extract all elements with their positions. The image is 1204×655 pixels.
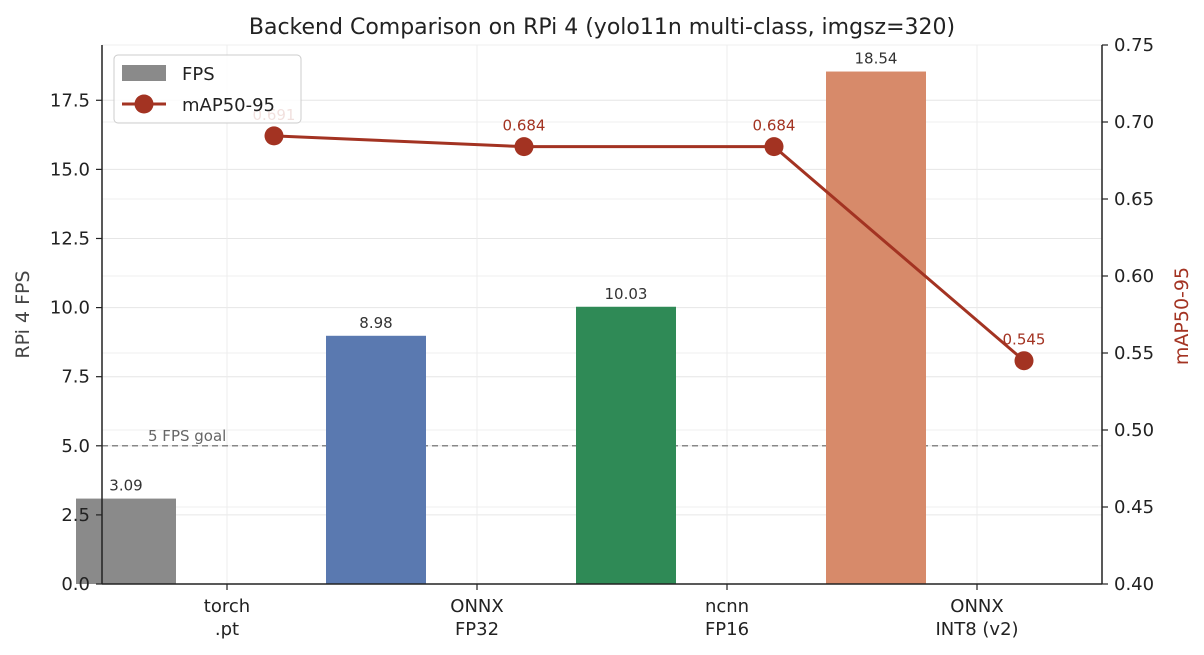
bar-3: [826, 71, 926, 584]
left-tick-label: 17.5: [50, 90, 90, 111]
legend-swatch-map-marker: [134, 94, 154, 114]
left-tick-label: 0.0: [61, 574, 90, 595]
bar-value-label: 8.98: [359, 314, 392, 332]
x-tick-label: ncnn FP16: [705, 596, 749, 640]
map-value-label: 0.684: [753, 117, 796, 135]
left-tick-label: 12.5: [50, 228, 90, 249]
y-axis-label: RPi 4 FPS: [12, 270, 34, 358]
bar-value-label: 18.54: [855, 50, 898, 68]
bar-value-label: 10.03: [605, 285, 648, 303]
map-point-3: [1014, 351, 1034, 371]
left-tick-label: 2.5: [61, 505, 90, 526]
right-tick-label: 0.55: [1114, 343, 1154, 364]
map-line: [273, 134, 1025, 362]
legend-label-map: mAP50-95: [182, 95, 275, 116]
right-tick-label: 0.60: [1114, 266, 1154, 287]
left-tick-label: 15.0: [50, 159, 90, 180]
right-tick-label: 0.65: [1114, 189, 1154, 210]
grid: [102, 44, 1102, 585]
axes: 0.0 2.5 5.0 7.5 10.0 12.5 15.0 17.5 0.40 0.45 0.50…: [12, 35, 1193, 640]
chart-title: Backend Comparison on RPi 4 (yolo11n mul…: [249, 15, 955, 40]
legend-label-fps: FPS: [182, 64, 215, 85]
legend-swatch-fps: [122, 65, 166, 81]
bar-0: [76, 498, 176, 584]
right-tick-label: 0.50: [1114, 420, 1154, 441]
bar-value-label: 3.09: [109, 477, 142, 495]
legend: FPS mAP50-95: [113, 54, 302, 124]
bars: 3.09 8.98 10.03 18.54: [76, 50, 926, 584]
map-value-label: 0.545: [1003, 331, 1046, 349]
map-point-2: [764, 137, 784, 157]
left-tick-label: 5.0: [61, 436, 90, 457]
x-tick-label: ONNX FP32: [450, 596, 503, 640]
right-tick-label: 0.75: [1114, 35, 1154, 56]
x-tick-label: ONNX INT8 (v2): [935, 596, 1018, 640]
bar-1: [326, 335, 426, 584]
left-tick-label: 7.5: [61, 367, 90, 388]
right-tick-label: 0.45: [1114, 497, 1154, 518]
y2-axis-label: mAP50-95: [1171, 267, 1193, 365]
map-point-0: [264, 126, 284, 146]
bar-2: [576, 306, 676, 584]
right-tick-label: 0.40: [1114, 574, 1154, 595]
map-value-label: 0.684: [503, 117, 546, 135]
x-tick-label: torch .pt: [204, 596, 250, 640]
left-tick-label: 10.0: [50, 298, 90, 319]
reference-line-label: 5 FPS goal: [148, 427, 226, 445]
right-tick-label: 0.70: [1114, 112, 1154, 133]
map-point-1: [514, 137, 534, 157]
